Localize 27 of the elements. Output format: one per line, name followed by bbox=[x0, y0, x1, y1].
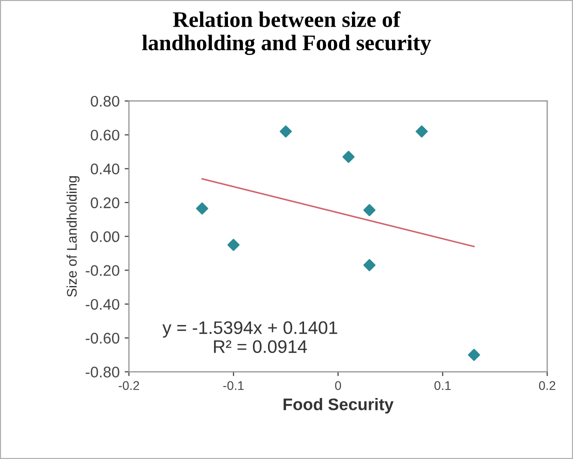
point bbox=[363, 204, 376, 216]
chart-title: Relation between size of landholding and Food security bbox=[142, 11, 432, 56]
x-tick-label: -0.1 bbox=[223, 381, 244, 390]
y-tick-label: 0.20 bbox=[90, 197, 120, 208]
point bbox=[227, 238, 240, 251]
point bbox=[342, 150, 355, 163]
x-tick-label: 0.1 bbox=[434, 381, 451, 390]
x-tick-label: -0.2 bbox=[118, 381, 140, 390]
y-tick-label: -0.20 bbox=[86, 265, 120, 276]
point bbox=[363, 259, 376, 272]
annotation: R² = 0.0914 bbox=[214, 340, 307, 354]
y-tick-label: 0.00 bbox=[90, 231, 120, 242]
annotation: y = -1.5394x + 0.1401 bbox=[162, 321, 338, 338]
point bbox=[196, 202, 208, 215]
point bbox=[280, 125, 292, 138]
y-tick-label: -0.40 bbox=[86, 298, 120, 310]
y-tick-label: 0.60 bbox=[90, 130, 120, 141]
x-tick-label: 0 bbox=[335, 381, 342, 390]
x-tick-label: 0.2 bbox=[539, 381, 556, 390]
y-tick-label: -0.60 bbox=[86, 332, 120, 344]
point bbox=[468, 348, 480, 361]
y-tick-label: 0.80 bbox=[90, 96, 120, 107]
y-axis-title: Size of Landholding bbox=[66, 176, 80, 297]
x-axis-title: Food Security bbox=[284, 398, 394, 414]
y-tick-label: -0.80 bbox=[86, 366, 120, 378]
point bbox=[416, 125, 428, 138]
y-tick-label: 0.40 bbox=[90, 164, 120, 174]
